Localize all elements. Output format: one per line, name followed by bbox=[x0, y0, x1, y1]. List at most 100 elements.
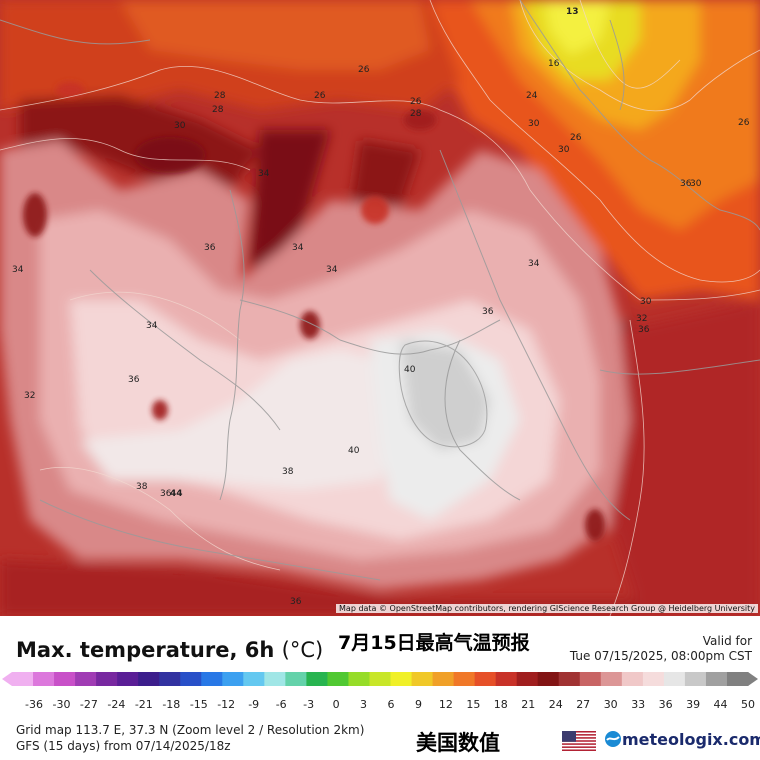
contour-labels: 13 16 24 26 26 26 26 26 28 28 28 30 30 30 30 30 32 32 34 34… bbox=[12, 7, 750, 607]
contour-label: 38 bbox=[136, 482, 148, 492]
colorbar-tick-label: -24 bbox=[107, 698, 125, 711]
colorbar-cell bbox=[495, 672, 518, 686]
colorbar-cell bbox=[306, 672, 328, 686]
colorbar-tick-label: -36 bbox=[25, 698, 43, 711]
contour-label: 38 bbox=[282, 467, 294, 477]
colorbar-tick-label: 6 bbox=[388, 698, 395, 711]
contour-label: 30 bbox=[690, 179, 702, 189]
colorbar-cell bbox=[54, 672, 76, 686]
colorbar-tick-label: 9 bbox=[415, 698, 422, 711]
chinese-brand: 美国数值 bbox=[416, 731, 500, 755]
colorbar-tick-label: 21 bbox=[521, 698, 535, 711]
contour-label: 36 bbox=[680, 179, 692, 189]
colorbar-tick-label: 36 bbox=[659, 698, 673, 711]
colorbar-cell bbox=[243, 672, 265, 686]
colorbar-cell bbox=[726, 672, 749, 686]
colorbar-cell bbox=[432, 672, 454, 686]
colorbar-tick-label: -9 bbox=[248, 698, 259, 711]
colorbar-tick-label: 3 bbox=[360, 698, 367, 711]
colorbar-tick-label: -27 bbox=[80, 698, 98, 711]
contour-label: 13 bbox=[566, 7, 579, 17]
contour-label: 34 bbox=[258, 169, 270, 179]
contour-label: 30 bbox=[528, 119, 540, 129]
contour-label: 24 bbox=[526, 91, 538, 101]
colorbar-cell bbox=[600, 672, 623, 686]
colorbar-tick-label: 27 bbox=[576, 698, 590, 711]
colorbar-tick-label: 39 bbox=[686, 698, 700, 711]
contour-label: 32 bbox=[24, 391, 35, 401]
colorbar-tick-label: -21 bbox=[135, 698, 153, 711]
contour-label: 30 bbox=[558, 145, 570, 155]
contour-label: 28 bbox=[214, 91, 226, 101]
colorbar-cells bbox=[2, 672, 758, 686]
contour-label: 26 bbox=[738, 118, 750, 128]
colorbar-tick-label: 50 bbox=[741, 698, 755, 711]
contour-label: 36 bbox=[204, 243, 216, 253]
colorbar-cell bbox=[621, 672, 644, 686]
contour-label: 40 bbox=[404, 365, 416, 375]
colorbar-arrow-left bbox=[2, 672, 12, 686]
colorbar-cell bbox=[33, 672, 55, 686]
contour-label: 32 bbox=[636, 314, 647, 324]
colorbar-cell bbox=[12, 672, 34, 686]
colorbar-tick-label: 18 bbox=[494, 698, 508, 711]
contour-label: 34 bbox=[326, 265, 338, 275]
contour-label: 26 bbox=[358, 65, 370, 75]
colorbar-cell bbox=[411, 672, 433, 686]
temperature-colorbar: -36 -30 -27 -24 -21 -18 -15 -12 -9 -6 -3 0 3 6 9 12 15 18… bbox=[2, 672, 758, 711]
colorbar-tick-label: 44 bbox=[714, 698, 728, 711]
valid-label: Valid for bbox=[702, 634, 752, 648]
contour-label: 30 bbox=[174, 121, 186, 131]
contour-label: 34 bbox=[12, 265, 24, 275]
model-info: GFS (15 days) from 07/14/2025/18z bbox=[16, 739, 231, 753]
valid-time: Tue 07/15/2025, 08:00pm CST bbox=[569, 649, 752, 663]
contour-label: 16 bbox=[548, 59, 560, 69]
colorbar-cell bbox=[516, 672, 539, 686]
colorbar-tick-label: -15 bbox=[190, 698, 208, 711]
brand-name[interactable]: meteologix.com bbox=[622, 730, 760, 749]
us-flag-icon[interactable] bbox=[562, 731, 596, 751]
contour-label: 36 bbox=[160, 489, 172, 499]
colorbar-tick-label: -3 bbox=[303, 698, 314, 711]
colorbar-tick-label: 15 bbox=[466, 698, 480, 711]
contour-label: 26 bbox=[410, 97, 422, 107]
meteologix-logo-icon[interactable] bbox=[604, 730, 622, 748]
contour-label: 44 bbox=[170, 489, 183, 499]
map-title-unit: (°C) bbox=[281, 638, 324, 662]
contour-label: 36 bbox=[638, 325, 650, 335]
colorbar-cell bbox=[285, 672, 307, 686]
colorbar-cell bbox=[705, 672, 728, 686]
colorbar-cell bbox=[264, 672, 286, 686]
colorbar-cell bbox=[222, 672, 244, 686]
colorbar-cell bbox=[390, 672, 412, 686]
map-attribution[interactable]: Map data © OpenStreetMap contributors, r… bbox=[336, 604, 758, 613]
colorbar-cell bbox=[96, 672, 118, 686]
colorbar-cell bbox=[369, 672, 391, 686]
grid-info: Grid map 113.7 E, 37.3 N (Zoom level 2 /… bbox=[16, 723, 365, 737]
colorbar-cell bbox=[180, 672, 202, 686]
colorbar-tick-label: 33 bbox=[631, 698, 645, 711]
colorbar-tick-label: -6 bbox=[276, 698, 287, 711]
colorbar-tick-label: -18 bbox=[162, 698, 180, 711]
contour-label: 34 bbox=[292, 243, 304, 253]
temperature-map[interactable]: 13 16 24 26 26 26 26 26 28 28 28 30 30 30 30 30 32 32 34 34… bbox=[0, 0, 760, 616]
colorbar-cell bbox=[201, 672, 223, 686]
colorbar-tick-label: 30 bbox=[604, 698, 618, 711]
map-title-text: Max. temperature, 6h bbox=[16, 638, 275, 662]
contour-label: 30 bbox=[640, 297, 652, 307]
colorbar-cell bbox=[474, 672, 497, 686]
colorbar-tick-label: 0 bbox=[333, 698, 340, 711]
contour-label: 36 bbox=[482, 307, 494, 317]
colorbar-ticks: -36 -30 -27 -24 -21 -18 -15 -12 -9 -6 -3 0 3 6 9 12 15 18… bbox=[25, 698, 755, 711]
contour-label: 26 bbox=[314, 91, 326, 101]
colorbar-cell bbox=[348, 672, 370, 686]
colorbar-cell bbox=[642, 672, 665, 686]
colorbar-cell bbox=[75, 672, 97, 686]
colorbar-cell bbox=[138, 672, 160, 686]
chinese-title: 7月15日最高气温预报 bbox=[338, 632, 530, 654]
contour-label: 34 bbox=[528, 259, 540, 269]
colorbar-cell bbox=[684, 672, 707, 686]
contour-label: 28 bbox=[410, 109, 422, 119]
contour-label: 36 bbox=[128, 375, 140, 385]
contour-label: 28 bbox=[212, 105, 224, 115]
